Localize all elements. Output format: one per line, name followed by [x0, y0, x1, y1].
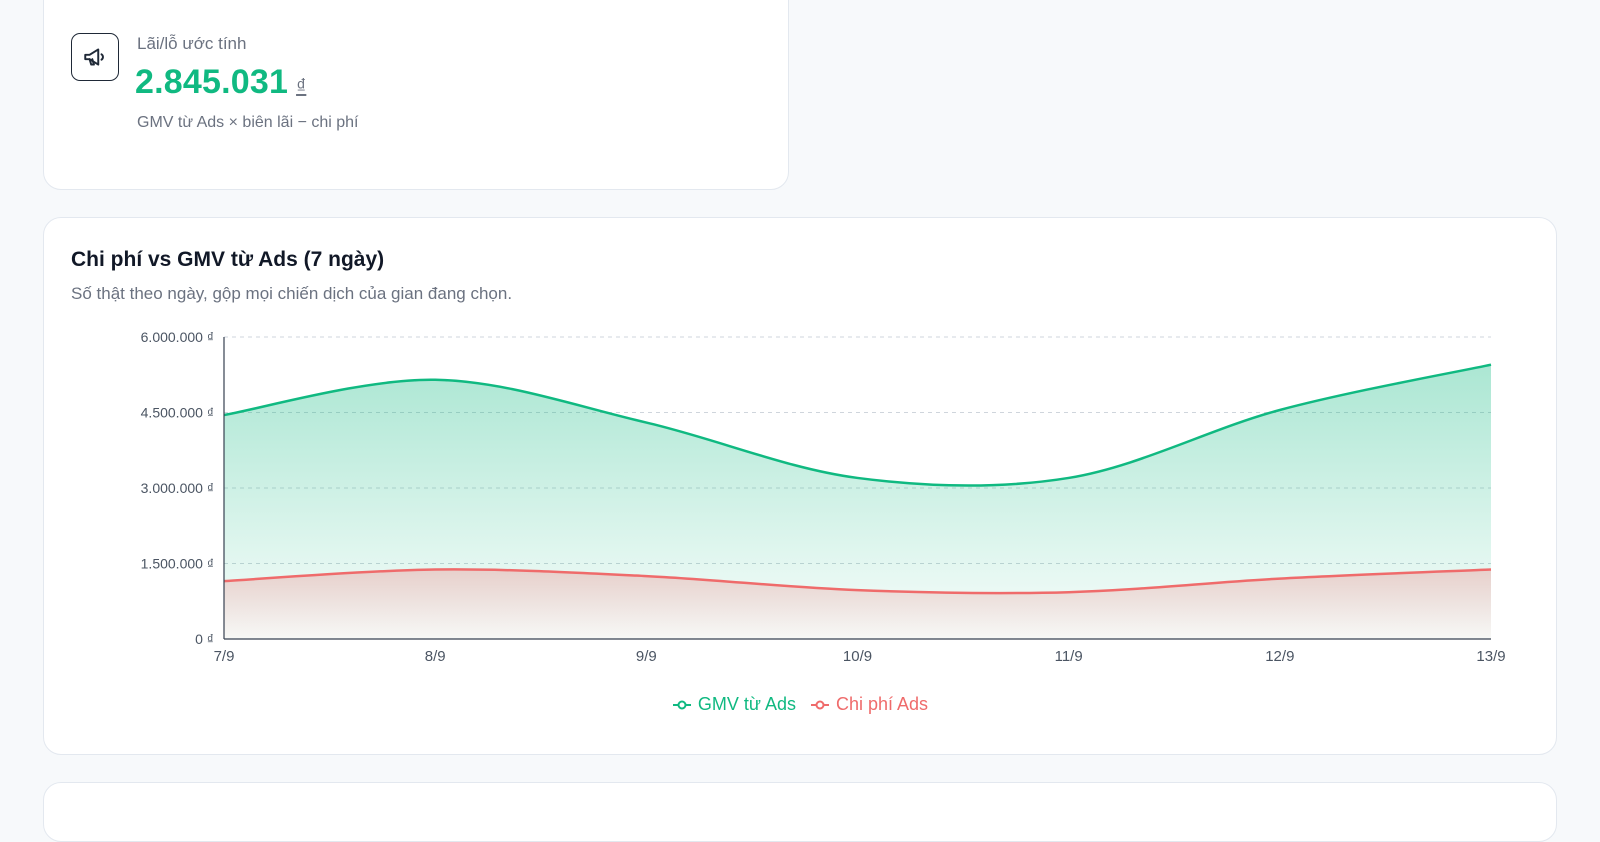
- profit-currency: ₫: [296, 76, 307, 98]
- x-tick-label: 12/9: [1265, 648, 1294, 665]
- x-tick-label: 13/9: [1476, 648, 1505, 665]
- chart-legend: GMV từ Ads Chi phí Ads: [44, 694, 1556, 715]
- profit-value: 2.845.031: [135, 63, 289, 101]
- legend-item-gmv[interactable]: GMV từ Ads: [672, 694, 796, 715]
- series-line-1[interactable]: [223, 568, 1492, 595]
- profit-label: Lãi/lỗ ước tính: [137, 34, 247, 53]
- x-tick-label: 10/9: [843, 648, 872, 665]
- profit-formula-note: GMV từ Ads × biên lãi − chi phí: [137, 114, 359, 131]
- chart-card: Chi phí vs GMV từ Ads (7 ngày) Số thật t…: [43, 217, 1557, 755]
- y-tick-label: 6.000.000 ₫: [141, 329, 214, 345]
- x-tick-label: 9/9: [636, 648, 657, 665]
- y-tick-label: 4.500.000 ₫: [141, 405, 214, 421]
- legend-marker-gmv: [672, 700, 691, 709]
- next-card: [43, 782, 1557, 842]
- y-tick-label: 1.500.000 ₫: [141, 556, 214, 572]
- chart-subtitle: Số thật theo ngày, gộp mọi chiến dịch củ…: [71, 284, 513, 303]
- legend-item-cost[interactable]: Chi phí Ads: [810, 694, 928, 715]
- y-tick-label: 3.000.000 ₫: [141, 480, 214, 496]
- x-tick-label: 7/9: [214, 648, 235, 665]
- x-tick-label: 11/9: [1055, 648, 1083, 665]
- chart-title: Chi phí vs GMV từ Ads (7 ngày): [71, 248, 385, 271]
- chart-plot: 0 ₫ 1.500.000 ₫ 3.000.000 ₫ 4.500.000 ₫ 6.00…: [141, 329, 1506, 665]
- legend-marker-cost: [811, 700, 829, 709]
- legend-label-gmv: GMV từ Ads: [697, 694, 796, 714]
- x-tick-label: 8/9: [425, 648, 446, 665]
- profit-card: Lãi/lỗ ước tính 2.845.031 ₫ GMV từ Ads ×…: [43, 0, 789, 190]
- legend-label-cost: Chi phí Ads: [836, 694, 929, 714]
- megaphone-icon: [71, 33, 119, 81]
- y-tick-label: 0 ₫: [195, 631, 214, 647]
- series-line-0[interactable]: [223, 363, 1492, 487]
- profit-value-row: 2.845.031 ₫: [135, 63, 306, 102]
